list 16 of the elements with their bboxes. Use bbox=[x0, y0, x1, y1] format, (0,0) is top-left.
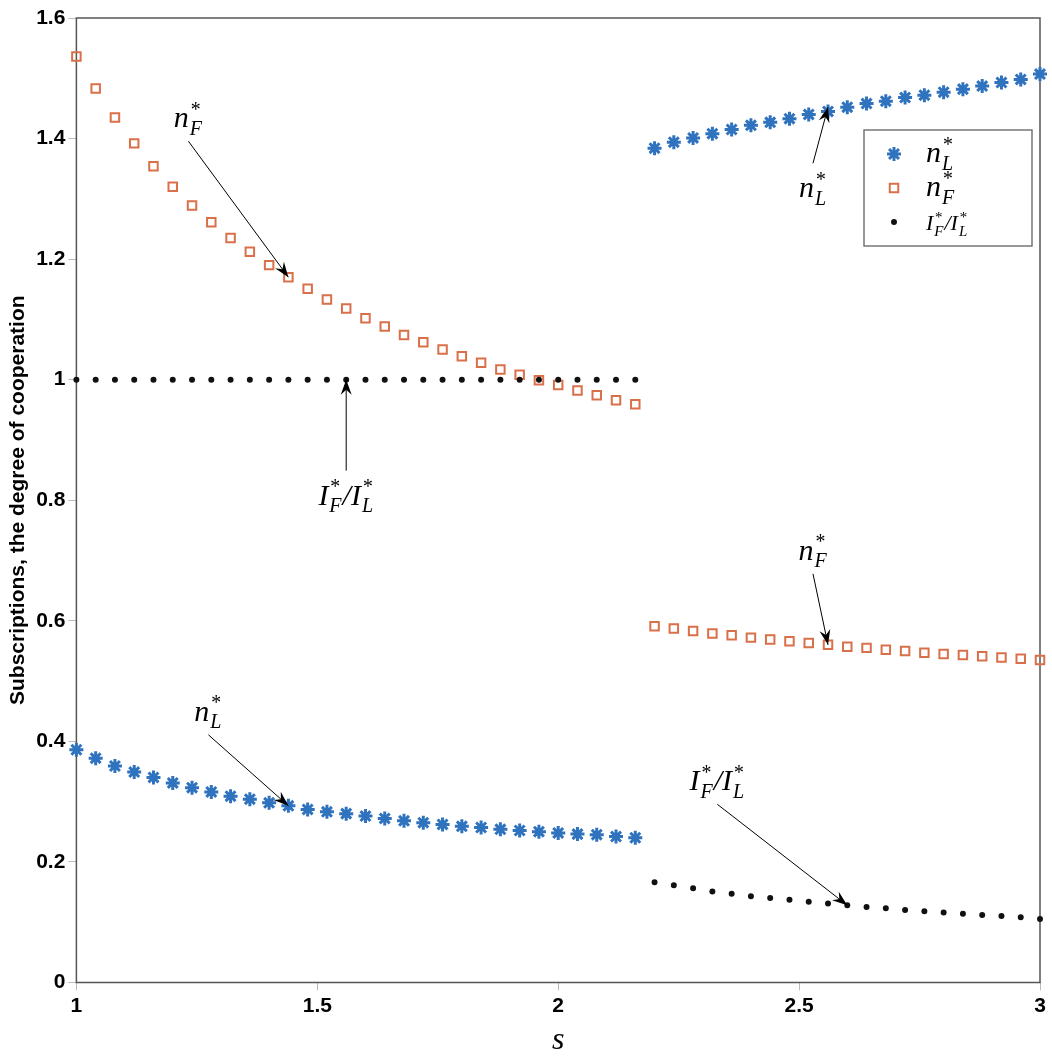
y-tick-label: 1.6 bbox=[36, 4, 66, 28]
y-tick-label: 1.4 bbox=[36, 125, 66, 149]
x-tick-label: 2 bbox=[552, 992, 565, 1016]
x-tick-label: 2.5 bbox=[784, 992, 815, 1016]
y-tick-label: 1.2 bbox=[36, 245, 66, 269]
y-tick-label: 0.6 bbox=[36, 607, 66, 631]
y-tick-label: 0.8 bbox=[36, 487, 66, 510]
x-tick-label: 1.5 bbox=[302, 992, 333, 1016]
y-tick-label: 0.4 bbox=[36, 728, 66, 752]
x-axis-title: s bbox=[551, 1020, 565, 1057]
y-tick-label: 0 bbox=[53, 969, 66, 993]
y-tick-label: 0.2 bbox=[36, 848, 66, 872]
x-tick-label: 1 bbox=[70, 992, 83, 1016]
y-axis-title: Subscriptions, the degree of cooperation bbox=[5, 295, 29, 705]
y-tick-label: 1 bbox=[53, 366, 66, 390]
x-tick-label: 3 bbox=[1034, 992, 1046, 1016]
